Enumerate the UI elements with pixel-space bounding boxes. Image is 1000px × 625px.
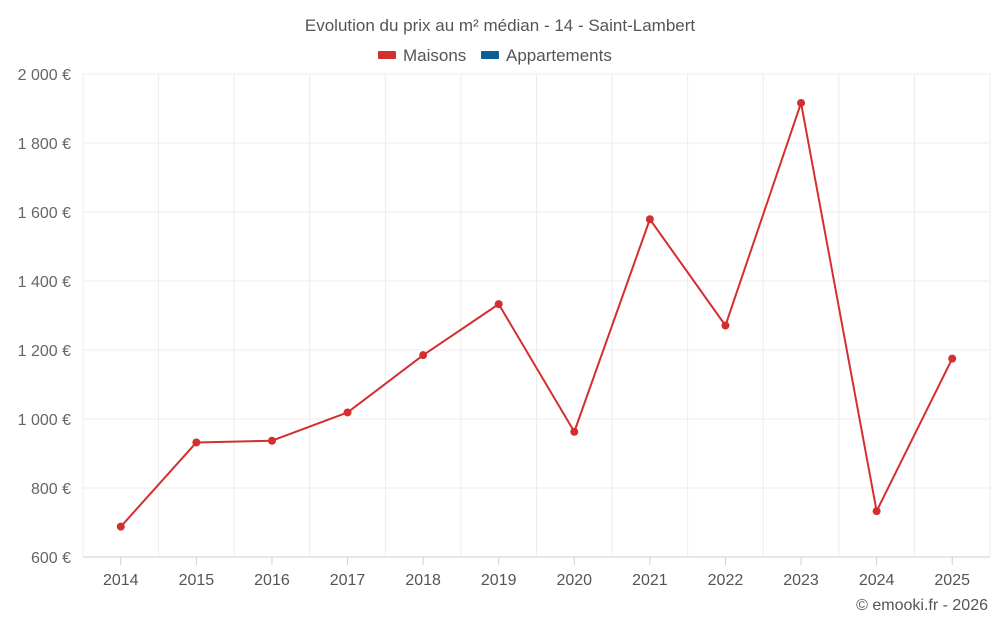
x-tick-label-2016: 2016 [254,572,290,589]
x-tick-label-2019: 2019 [481,572,517,589]
data-point-2024 [872,507,881,516]
y-tick-label-1600: 1 600 € [18,205,71,222]
data-point-2014 [116,522,125,531]
x-tick-label-2024: 2024 [859,572,895,589]
x-tick-label-2025: 2025 [934,572,970,589]
data-point-2015 [192,438,201,447]
data-point-2018 [419,351,428,360]
data-point-2017 [343,408,352,417]
series-line-maisons [120,101,954,528]
data-point-2022 [721,321,730,330]
y-tick-label-600: 600 € [31,550,71,567]
x-tick-label-2015: 2015 [179,572,215,589]
credit: © emooki.fr - 2026 [856,597,988,614]
x-tick-label-2018: 2018 [405,572,441,589]
y-tick-label-1200: 1 200 € [18,343,71,360]
x-tick-label-2022: 2022 [708,572,744,589]
y-tick-label-1000: 1 000 € [18,412,71,429]
data-point-2020 [570,427,579,436]
x-tick-label-2020: 2020 [556,572,592,589]
x-axis: 2014 2015 2016 2017 2018 2019 2020 2021 2022 2023… [103,557,970,589]
x-tick-label-2023: 2023 [783,572,819,589]
series-maisons [116,98,957,531]
y-tick-label-1800: 1 800 € [18,136,71,153]
legend-swatch-maisons[interactable] [378,51,396,59]
y-tick-label-800: 800 € [31,481,71,498]
legend-label-maisons[interactable]: Maisons [403,46,466,65]
grid [82,73,991,558]
legend-label-appartements[interactable]: Appartements [506,46,612,65]
x-tick-label-2017: 2017 [330,572,366,589]
data-point-2023 [797,98,806,107]
chart-title: Evolution du prix au m² médian - 14 - Sa… [305,16,696,35]
legend: Maisons Appartements [378,46,612,65]
y-axis: 600 € 800 € 1 000 € 1 200 € 1 400 € 1 600 € 1 … [18,67,71,567]
data-point-2021 [645,215,654,224]
data-point-2016 [267,436,276,445]
y-tick-label-1400: 1 400 € [18,274,71,291]
legend-swatch-appartements[interactable] [481,51,499,59]
y-tick-label-2000: 2 000 € [18,67,71,84]
data-point-2025 [948,354,957,363]
x-tick-label-2021: 2021 [632,572,668,589]
data-point-2019 [494,300,503,309]
x-tick-label-2014: 2014 [103,572,139,589]
